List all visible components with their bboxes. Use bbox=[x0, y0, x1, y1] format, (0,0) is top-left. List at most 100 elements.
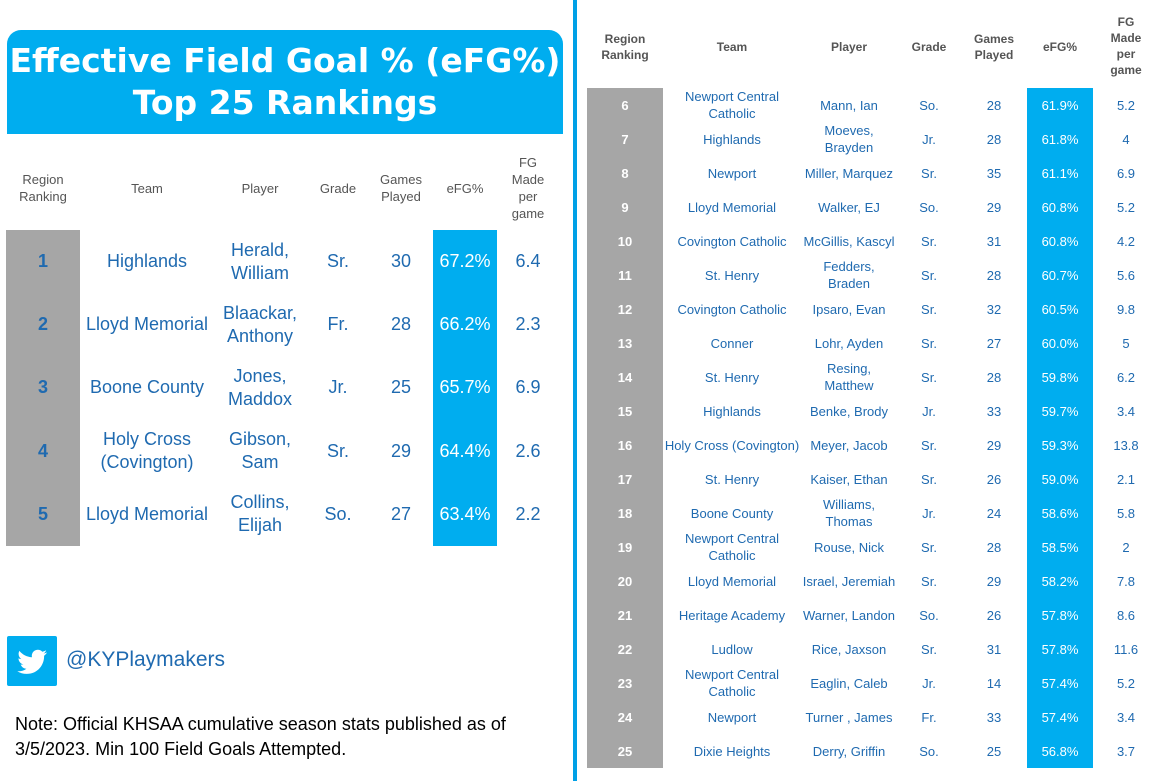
fgm-cell: 4.2 bbox=[1116, 233, 1136, 249]
player-cell: Warner, Landon bbox=[802, 607, 896, 623]
rank-cell: 5 bbox=[37, 503, 48, 524]
player-cell: Moeves, Brayden bbox=[824, 123, 874, 155]
games-cell: 25 bbox=[986, 743, 1002, 759]
header-rank: Region Ranking bbox=[19, 172, 67, 204]
rank-cell: 8 bbox=[621, 165, 629, 181]
rank-cell: 24 bbox=[617, 709, 633, 725]
header-rank-right: Region Ranking bbox=[601, 32, 649, 62]
rank-cell: 14 bbox=[617, 369, 633, 385]
rank-cell: 17 bbox=[617, 471, 633, 487]
efg-cell: 65.7% bbox=[439, 377, 491, 398]
games-cell: 29 bbox=[390, 440, 412, 461]
games-cell: 30 bbox=[390, 251, 412, 271]
team-cell: Newport Central Catholic bbox=[685, 89, 779, 121]
player-cell: Miller, Marquez bbox=[804, 165, 894, 181]
team-cell: Covington Catholic bbox=[677, 233, 787, 249]
games-cell: 29 bbox=[986, 437, 1002, 453]
rank-cell: 18 bbox=[617, 505, 633, 521]
header-player: Player bbox=[241, 181, 279, 196]
fgm-cell: 2.2 bbox=[515, 503, 541, 524]
twitter-handle[interactable]: @KYPlaymakers bbox=[66, 648, 226, 671]
efg-cell: 57.4% bbox=[1041, 675, 1079, 691]
games-cell: 27 bbox=[986, 335, 1002, 351]
player-cell: McGillis, Kascyl bbox=[803, 233, 895, 249]
rank-cell: 16 bbox=[617, 437, 633, 453]
games-cell: 29 bbox=[986, 573, 1002, 589]
games-cell: 26 bbox=[986, 607, 1002, 623]
fgm-cell: 2 bbox=[1122, 539, 1130, 555]
grade-cell: So. bbox=[919, 199, 939, 215]
header-games: Games Played bbox=[380, 172, 422, 204]
player-cell: Resing, Matthew bbox=[824, 361, 874, 393]
header-team: Team bbox=[131, 181, 163, 196]
rank-cell: 15 bbox=[617, 403, 633, 419]
fgm-cell: 3.4 bbox=[1116, 403, 1136, 419]
header-grade-right: Grade bbox=[911, 40, 947, 54]
player-cell: Kaiser, Ethan bbox=[810, 471, 888, 487]
fgm-cell: 2.3 bbox=[515, 314, 541, 335]
games-cell: 28 bbox=[986, 97, 1002, 113]
title-line-1: Effective Field Goal % (eFG%) bbox=[9, 41, 561, 80]
player-cell: Fedders, Braden bbox=[823, 259, 875, 291]
efg-cell: 56.8% bbox=[1041, 743, 1079, 759]
efg-cell: 63.4% bbox=[439, 503, 491, 524]
player-cell: Herald, William bbox=[230, 239, 290, 283]
team-cell: Lloyd Memorial bbox=[687, 573, 777, 589]
team-cell: Covington Catholic bbox=[677, 301, 787, 317]
efg-cell: 67.2% bbox=[439, 251, 491, 271]
rank-cell: 11 bbox=[618, 267, 632, 283]
grade-cell: Jr. bbox=[328, 377, 348, 398]
efg-cell: 61.8% bbox=[1041, 131, 1079, 147]
team-cell: Lloyd Memorial bbox=[687, 199, 777, 215]
fgm-cell: 6.4 bbox=[515, 251, 541, 271]
grade-cell: So. bbox=[919, 607, 939, 623]
team-cell: Ludlow bbox=[711, 641, 753, 657]
rank-cell: 1 bbox=[37, 251, 48, 271]
player-cell: Israel, Jeremiah bbox=[802, 573, 896, 589]
player-cell: Derry, Griffin bbox=[812, 743, 886, 759]
grade-cell: Sr. bbox=[921, 301, 937, 317]
efg-cell: 60.5% bbox=[1041, 301, 1079, 317]
efg-cell: 60.0% bbox=[1041, 335, 1079, 351]
grade-cell: Sr. bbox=[921, 233, 937, 249]
grade-cell: Fr. bbox=[327, 314, 349, 335]
team-cell: Newport Central Catholic bbox=[685, 667, 779, 699]
rank-cell: 10 bbox=[617, 233, 633, 249]
team-cell: Newport Central Catholic bbox=[685, 531, 779, 563]
efg-cell: 57.4% bbox=[1041, 709, 1079, 725]
header-efg-right: eFG% bbox=[1042, 40, 1077, 54]
footnote: Note: Official KHSAA cumulative season s… bbox=[15, 714, 506, 759]
player-cell: Meyer, Jacob bbox=[810, 437, 888, 453]
efg-cell: 60.8% bbox=[1041, 233, 1079, 249]
player-cell: Walker, EJ bbox=[818, 199, 880, 215]
fgm-cell: 3.7 bbox=[1116, 743, 1136, 759]
player-cell: Rouse, Nick bbox=[813, 539, 885, 555]
grade-cell: Sr. bbox=[326, 440, 349, 461]
fgm-cell: 5.2 bbox=[1116, 199, 1136, 215]
games-cell: 33 bbox=[986, 709, 1002, 725]
team-cell: Boone County bbox=[89, 377, 205, 398]
fgm-cell: 4 bbox=[1122, 131, 1130, 147]
grade-cell: Jr. bbox=[922, 505, 936, 521]
rank-cell: 23 bbox=[617, 675, 633, 691]
fgm-cell: 5.2 bbox=[1116, 675, 1136, 691]
fgm-cell: 5.2 bbox=[1116, 97, 1136, 113]
grade-cell: Sr. bbox=[921, 573, 937, 589]
grade-cell: Sr. bbox=[921, 437, 937, 453]
efg-cell: 59.7% bbox=[1041, 403, 1079, 419]
rank-cell: 25 bbox=[617, 743, 633, 759]
team-cell: Highlands bbox=[703, 403, 761, 419]
player-cell: Gibson, Sam bbox=[228, 429, 292, 473]
twitter-bird-icon bbox=[17, 649, 48, 674]
header-efg: eFG% bbox=[446, 181, 484, 196]
team-cell: Highlands bbox=[703, 131, 761, 147]
grade-cell: Sr. bbox=[326, 251, 349, 271]
rank-cell: 6 bbox=[621, 97, 629, 113]
grade-cell: Jr. bbox=[922, 675, 936, 691]
efg-cell: 58.2% bbox=[1041, 573, 1079, 589]
grade-cell: So. bbox=[324, 503, 352, 524]
games-cell: 33 bbox=[986, 403, 1002, 419]
twitter-badge[interactable] bbox=[7, 636, 57, 686]
team-cell: Lloyd Memorial bbox=[85, 503, 209, 524]
games-cell: 14 bbox=[986, 675, 1002, 691]
